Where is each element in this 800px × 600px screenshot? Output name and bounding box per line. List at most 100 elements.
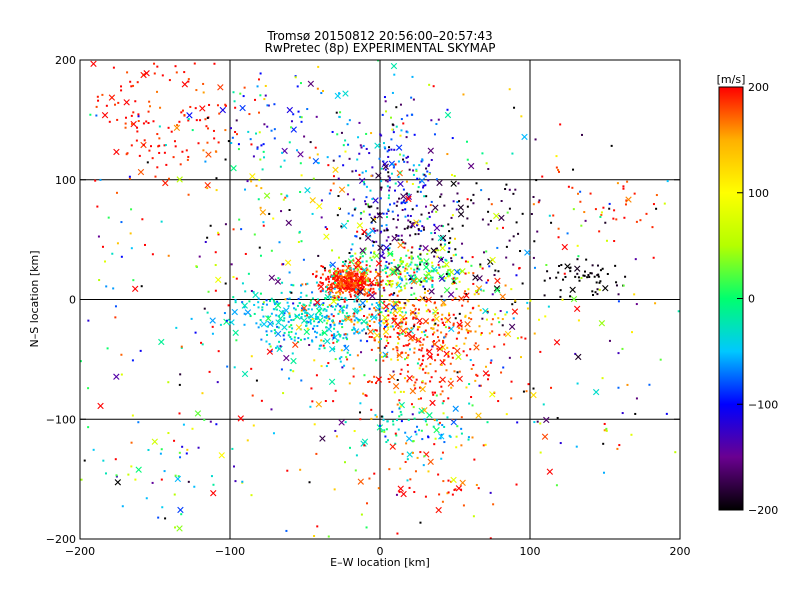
data-point bbox=[146, 161, 149, 164]
data-point bbox=[308, 156, 311, 159]
data-point bbox=[271, 322, 274, 325]
data-point bbox=[333, 334, 336, 337]
data-point bbox=[181, 109, 184, 112]
data-point bbox=[505, 256, 508, 259]
data-point-cross bbox=[177, 506, 184, 514]
data-point bbox=[467, 288, 470, 291]
data-point bbox=[394, 301, 397, 304]
data-point bbox=[358, 152, 361, 155]
data-point bbox=[423, 173, 426, 176]
data-point bbox=[288, 312, 291, 315]
data-point-cross bbox=[181, 81, 189, 88]
x-tick-label: 0 bbox=[377, 545, 384, 558]
data-point bbox=[197, 142, 200, 145]
data-point-cross bbox=[494, 286, 501, 294]
data-point-cross bbox=[176, 525, 183, 532]
data-point bbox=[136, 81, 139, 84]
data-point bbox=[378, 424, 381, 427]
data-point-cross bbox=[428, 288, 435, 295]
data-point bbox=[344, 260, 347, 263]
data-point bbox=[386, 439, 389, 442]
data-point bbox=[406, 299, 409, 302]
data-point bbox=[328, 304, 331, 307]
data-point bbox=[341, 276, 344, 279]
data-point bbox=[406, 327, 409, 330]
data-point bbox=[209, 224, 212, 227]
data-point-cross bbox=[114, 479, 122, 486]
data-point bbox=[409, 278, 412, 281]
data-point bbox=[391, 410, 394, 413]
data-point bbox=[494, 313, 497, 316]
data-point bbox=[397, 290, 400, 293]
data-point bbox=[344, 344, 347, 347]
data-point bbox=[357, 320, 360, 323]
data-point bbox=[543, 279, 546, 282]
data-point bbox=[207, 290, 210, 293]
data-point bbox=[338, 92, 341, 95]
data-point-cross bbox=[443, 350, 450, 358]
data-point bbox=[302, 258, 305, 261]
data-point bbox=[533, 266, 536, 269]
data-point bbox=[367, 269, 370, 272]
data-point bbox=[442, 340, 445, 343]
data-point bbox=[294, 315, 297, 318]
data-point bbox=[395, 283, 398, 286]
data-point bbox=[178, 120, 181, 123]
data-point bbox=[417, 228, 420, 231]
data-point bbox=[359, 309, 362, 312]
data-point bbox=[157, 145, 160, 148]
data-point bbox=[453, 370, 456, 373]
data-point-cross bbox=[265, 315, 272, 322]
data-point bbox=[460, 444, 463, 447]
data-point bbox=[206, 116, 209, 119]
data-point bbox=[368, 294, 371, 297]
data-point bbox=[233, 100, 236, 103]
data-point bbox=[328, 271, 331, 274]
data-point bbox=[356, 300, 359, 303]
data-point bbox=[296, 85, 299, 88]
data-point bbox=[333, 324, 336, 327]
data-point bbox=[207, 127, 210, 130]
data-point bbox=[349, 255, 352, 258]
data-point bbox=[367, 205, 370, 208]
data-point bbox=[382, 301, 385, 304]
data-point bbox=[373, 472, 376, 475]
data-point bbox=[338, 322, 341, 325]
data-point bbox=[464, 337, 467, 340]
data-point bbox=[491, 330, 494, 333]
data-point bbox=[173, 439, 176, 442]
data-point bbox=[278, 241, 281, 244]
data-point bbox=[232, 91, 235, 94]
data-point bbox=[450, 173, 453, 176]
data-point bbox=[427, 372, 430, 375]
data-point bbox=[419, 261, 422, 264]
data-point bbox=[296, 149, 299, 152]
data-point bbox=[400, 262, 403, 265]
data-point bbox=[375, 270, 378, 273]
data-point bbox=[335, 340, 338, 343]
data-point bbox=[417, 255, 420, 258]
data-point bbox=[424, 276, 427, 279]
data-point bbox=[321, 289, 324, 292]
data-point bbox=[212, 129, 215, 132]
data-point bbox=[387, 377, 390, 380]
data-point bbox=[148, 100, 151, 103]
data-point bbox=[424, 420, 427, 423]
data-point bbox=[434, 359, 437, 362]
data-point bbox=[398, 337, 401, 340]
data-point-cross bbox=[392, 382, 400, 390]
data-point bbox=[589, 272, 592, 275]
data-point bbox=[390, 285, 393, 288]
data-point bbox=[351, 278, 354, 281]
data-point bbox=[343, 364, 346, 367]
data-point bbox=[291, 352, 294, 355]
data-point bbox=[241, 301, 244, 304]
data-point bbox=[317, 316, 320, 319]
data-point bbox=[244, 188, 247, 191]
data-point bbox=[433, 301, 436, 304]
data-point bbox=[393, 317, 396, 320]
data-point bbox=[370, 221, 373, 224]
data-point bbox=[359, 282, 362, 285]
